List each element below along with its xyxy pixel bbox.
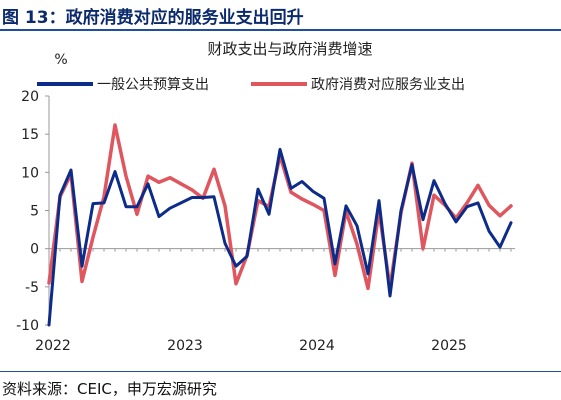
y-tick-label: -5 (25, 280, 39, 296)
x-tick-label: 2024 (299, 338, 335, 354)
y-tick-label: 5 (30, 204, 39, 220)
axes: -10 -5 0 5 10 15 20 2022 2023 2024 2025 (16, 89, 515, 354)
y-tick-label: -10 (16, 318, 39, 334)
line-chart: 财政支出与政府消费增速 % 一般公共预算支出 政府消费对应服务业支出 -10 -5… (16, 40, 515, 354)
series-line-1 (47, 147, 513, 327)
source-note: 资料来源：CEIC，申万宏源研究 (2, 380, 217, 398)
y-tick-label: 10 (21, 165, 39, 181)
legend-label-series-1: 一般公共预算支出 (97, 77, 209, 93)
legend-label-series-2: 政府消费对应服务业支出 (311, 76, 465, 93)
bottom-rule (0, 371, 561, 372)
chart-title: 财政支出与政府消费增速 (207, 40, 372, 58)
figure-title: 图 13：政府消费对应的服务业支出回升 (2, 8, 304, 28)
x-tick-label: 2025 (431, 338, 467, 354)
y-axis-unit: % (54, 52, 67, 68)
y-tick-label: 0 (30, 242, 39, 258)
series-layer (47, 123, 513, 327)
legend: 一般公共预算支出 政府消费对应服务业支出 (37, 76, 465, 93)
y-tick-label: 20 (21, 89, 39, 105)
y-tick-label: 15 (21, 127, 39, 143)
x-tick-label: 2022 (35, 338, 71, 354)
title-rule (0, 29, 561, 31)
x-tick-label: 2023 (167, 338, 203, 354)
